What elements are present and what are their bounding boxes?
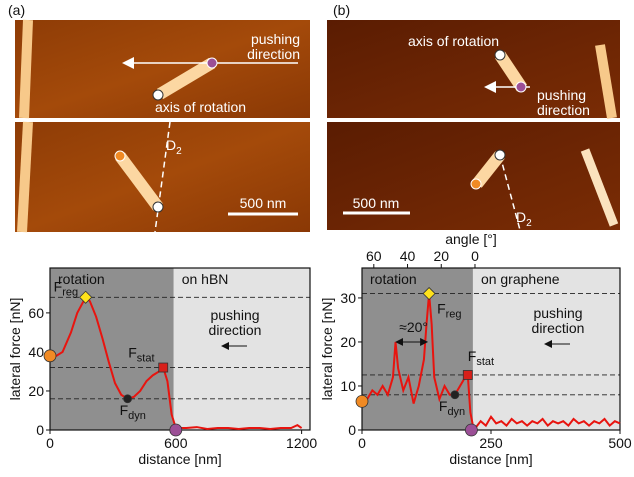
marker-label-sub: dyn [447, 406, 465, 418]
data-line [361, 293, 621, 430]
region [50, 268, 174, 430]
y-tick-label: 0 [348, 422, 356, 438]
marker [422, 286, 436, 301]
marker [123, 394, 132, 404]
y-tick-label: 20 [28, 383, 44, 399]
marker [462, 370, 473, 380]
panel-label: (b) [333, 2, 350, 18]
y-tick-label: 10 [340, 378, 356, 394]
region [173, 268, 310, 430]
span-label: ≈20° [399, 319, 428, 335]
region-label: on graphene [481, 271, 560, 287]
panel-label: (a) [8, 2, 25, 18]
x-tick-label: 600 [164, 435, 188, 451]
marker-label-main: F [468, 348, 477, 364]
image-note: pushing [537, 87, 586, 103]
x2-tick-label: 40 [400, 248, 416, 264]
y-tick-label: 60 [28, 305, 44, 321]
y-axis-label: lateral force [nN] [319, 298, 335, 401]
x-tick-label: 250 [479, 435, 503, 451]
marker [169, 423, 183, 437]
marker [158, 362, 169, 373]
note: pushing [210, 307, 259, 323]
y-axis-label: lateral force [nN] [7, 298, 23, 401]
marker-label-main: F [54, 278, 63, 294]
marker-label-main: F [437, 301, 446, 317]
d-label: D [516, 209, 526, 225]
region-label: rotation [58, 271, 105, 287]
marker-label-sub: stat [137, 353, 155, 365]
x2-tick-label: 0 [471, 248, 479, 264]
region-label: on hBN [182, 271, 229, 287]
marker-label: Fstat [468, 348, 494, 368]
marker-label-main: F [128, 345, 137, 361]
x2-tick-label: 20 [433, 248, 449, 264]
region-label: rotation [370, 271, 417, 287]
marker-label-sub: stat [476, 356, 494, 368]
scale-label: 500 nm [353, 195, 400, 211]
d-sub: 2 [526, 218, 532, 229]
marker-label-sub: reg [62, 286, 78, 298]
note: direction [209, 322, 262, 338]
region [472, 268, 620, 430]
image-note: direction [247, 46, 300, 62]
y-tick-label: 30 [340, 290, 356, 306]
marker-label-main: F [439, 398, 448, 414]
note: direction [532, 320, 585, 336]
y-tick-label: 0 [36, 422, 44, 438]
d-sub: 2 [176, 146, 182, 157]
x-tick-label: 500 [608, 435, 632, 451]
region [362, 268, 473, 430]
marker-label-sub: reg [446, 309, 462, 321]
marker-label: Fdyn [439, 398, 465, 418]
image-note: D2 [516, 209, 532, 229]
x-tick-label: 0 [46, 435, 54, 451]
marker-label: Fdyn [120, 402, 146, 422]
marker [450, 390, 460, 400]
marker [79, 290, 93, 304]
x-axis-label: distance [nm] [449, 451, 532, 467]
scale-label: 500 nm [240, 195, 287, 211]
afm-image-a [15, 19, 310, 233]
y-tick-label: 40 [28, 344, 44, 360]
marker-label: Freg [437, 301, 461, 321]
image-note: D2 [166, 137, 182, 157]
image-note: pushing [251, 31, 300, 47]
x2-tick-label: 60 [366, 248, 382, 264]
marker-label: Freg [54, 278, 78, 298]
image-note: axis of rotation [155, 99, 246, 115]
x-tick-label: 1200 [286, 435, 317, 451]
y-tick-label: 20 [340, 334, 356, 350]
image-note: direction [537, 102, 590, 118]
x2-axis-label: angle [°] [445, 231, 497, 247]
marker [43, 349, 57, 363]
marker [464, 423, 478, 437]
afm-image-b [327, 20, 620, 231]
marker-label-main: F [120, 402, 129, 418]
image-note: axis of rotation [408, 33, 499, 49]
note: pushing [533, 305, 582, 321]
marker [355, 394, 369, 408]
x-tick-label: 0 [358, 435, 366, 451]
marker-label: Fstat [128, 345, 154, 365]
marker-label-sub: dyn [128, 410, 146, 422]
x-axis-label: distance [nm] [138, 451, 221, 467]
d-label: D [166, 137, 176, 153]
